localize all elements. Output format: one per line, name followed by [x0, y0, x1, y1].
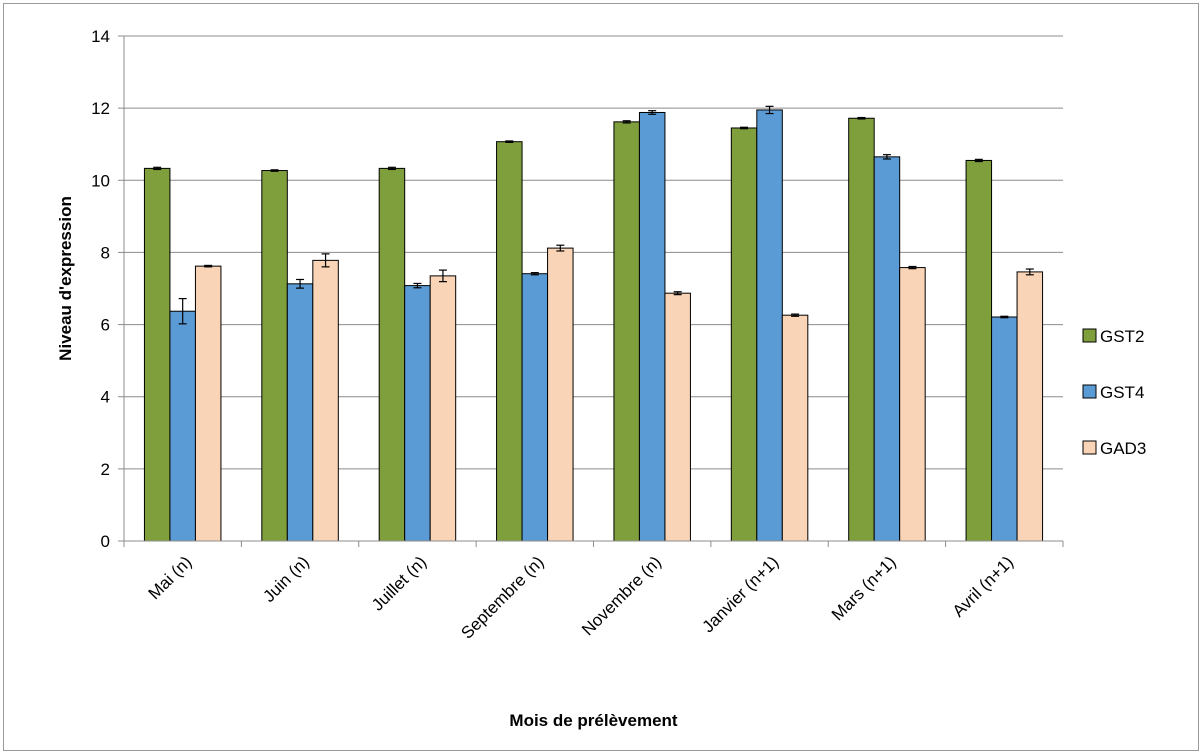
bar-gst2 — [378, 167, 406, 542]
x-tick-label: Mai (n) — [145, 552, 196, 603]
bar-gst2 — [143, 167, 171, 542]
y-tick-label: 14 — [91, 27, 110, 46]
bar-gst4 — [638, 111, 666, 542]
bar-gst4 — [756, 109, 783, 542]
x-tick-label: Mars (n+1) — [828, 552, 900, 624]
bar-gad3 — [547, 247, 574, 542]
bar-gad3 — [194, 265, 222, 542]
x-axis-title: Mois de prélèvement — [509, 711, 678, 730]
y-tick-label: 6 — [101, 316, 110, 335]
x-tick-label: Novembre (n) — [578, 552, 665, 639]
x-tick-label: Juillet (n) — [368, 552, 430, 614]
legend-swatch-gad3 — [1082, 440, 1097, 455]
bar-gad3 — [664, 292, 691, 542]
axes — [118, 35, 1064, 547]
bar-gst2 — [613, 121, 640, 542]
bar-gst4 — [169, 310, 196, 542]
legend: GST2 GST4 GAD3 — [1082, 327, 1146, 458]
x-tick-label: Janvier (n+1) — [698, 552, 782, 636]
y-tick-label: 12 — [91, 99, 110, 118]
bar-gst2 — [496, 141, 523, 542]
y-tick-label: 10 — [91, 171, 110, 190]
x-tick-label: Juin (n) — [259, 552, 313, 606]
bar-gst2 — [261, 170, 288, 542]
bars — [143, 105, 1044, 542]
legend-label-gad3: GAD3 — [1100, 439, 1146, 458]
legend-swatch-gst4 — [1082, 384, 1097, 399]
x-tick-label: Avril (n+1) — [949, 552, 1017, 620]
bar-gst2 — [848, 117, 875, 542]
bar-gad3 — [429, 275, 457, 542]
bar-gst4 — [286, 283, 314, 542]
bar-gst4 — [404, 285, 431, 542]
legend-label-gst4: GST4 — [1100, 383, 1144, 402]
bar-gad3 — [1016, 271, 1044, 542]
bar-gst4 — [873, 156, 901, 542]
x-tick-label: Septembre (n) — [457, 552, 547, 642]
legend-label-gst2: GST2 — [1100, 327, 1144, 346]
y-tick-label: 8 — [101, 243, 110, 262]
y-tick-labels: 0 2 4 6 8 10 12 14 — [91, 27, 110, 551]
bar-gad3 — [781, 314, 809, 542]
x-tick-labels: Mai (n) Juin (n) Juillet (n) Septembre (n) N… — [145, 552, 1017, 642]
legend-swatch-gst2 — [1082, 328, 1097, 343]
bar-gst2 — [965, 159, 993, 542]
y-tick-label: 2 — [101, 460, 110, 479]
y-tick-label: 4 — [101, 388, 110, 407]
y-axis-title: Niveau d'expression — [56, 196, 75, 361]
bar-gad3 — [312, 259, 339, 542]
bar-gst2 — [730, 127, 758, 542]
bar-gst4 — [521, 273, 549, 542]
bar-gad3 — [899, 267, 926, 542]
bar-gst4 — [991, 316, 1018, 542]
y-tick-label: 0 — [101, 532, 110, 551]
